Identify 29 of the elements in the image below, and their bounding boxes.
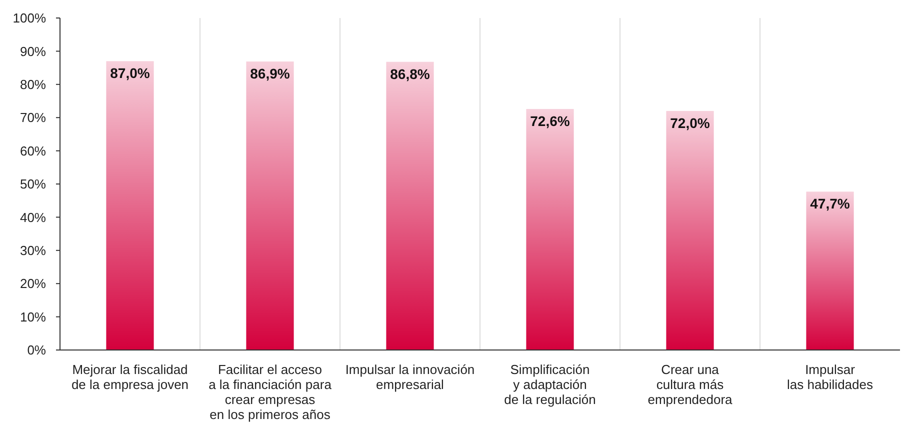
data-label: 87,0% bbox=[110, 65, 150, 82]
x-tick-label: Facilitar el acceso a la financiación para crear empresas en los primeros años bbox=[208, 362, 332, 422]
y-tick-label: 100% bbox=[12, 10, 46, 26]
x-tick-label: Impulsar la innovación empresarial bbox=[345, 362, 475, 392]
bar bbox=[106, 61, 154, 350]
x-tick-label: Simplificación y adaptación de la regulación bbox=[504, 362, 596, 407]
y-tick-label: 80% bbox=[20, 76, 46, 92]
y-tick-label: 10% bbox=[20, 309, 46, 324]
data-label: 86,8% bbox=[390, 66, 430, 82]
bar bbox=[666, 110, 714, 350]
x-tick-label: Mejorar la fiscalidad de la empresa joven bbox=[71, 362, 189, 392]
y-tick-label: 90% bbox=[20, 44, 46, 59]
bar bbox=[526, 108, 574, 350]
data-label: 72,0% bbox=[670, 114, 710, 131]
data-label: 47,7% bbox=[810, 196, 850, 212]
bar bbox=[806, 192, 854, 350]
x-tick-label: Impulsar las habilidades bbox=[786, 362, 874, 392]
y-tick-label: 70% bbox=[20, 110, 46, 126]
y-tick-label: 30% bbox=[20, 242, 46, 258]
data-label: 72,6% bbox=[530, 112, 570, 129]
y-tick-label: 60% bbox=[20, 143, 46, 158]
y-tick-label: 20% bbox=[20, 276, 46, 292]
bar bbox=[246, 61, 294, 350]
y-tick-label: 50% bbox=[20, 176, 46, 192]
y-tick-label: 0% bbox=[27, 342, 46, 358]
x-tick-label: Crear una cultura más emprendedora bbox=[648, 362, 734, 407]
bar bbox=[386, 62, 434, 350]
data-label: 86,9% bbox=[250, 65, 290, 82]
y-tick-label: 40% bbox=[20, 210, 46, 225]
